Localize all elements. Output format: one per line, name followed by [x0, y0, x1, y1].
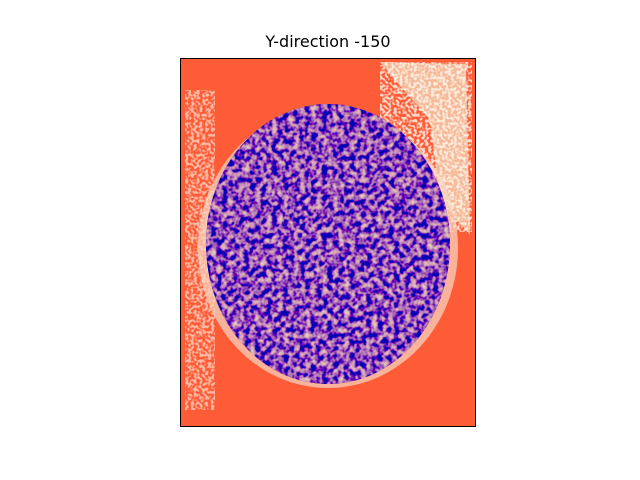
- image: [180, 58, 476, 427]
- plot-title: Y-direction -150: [265, 32, 391, 51]
- axes-frame: [180, 58, 476, 427]
